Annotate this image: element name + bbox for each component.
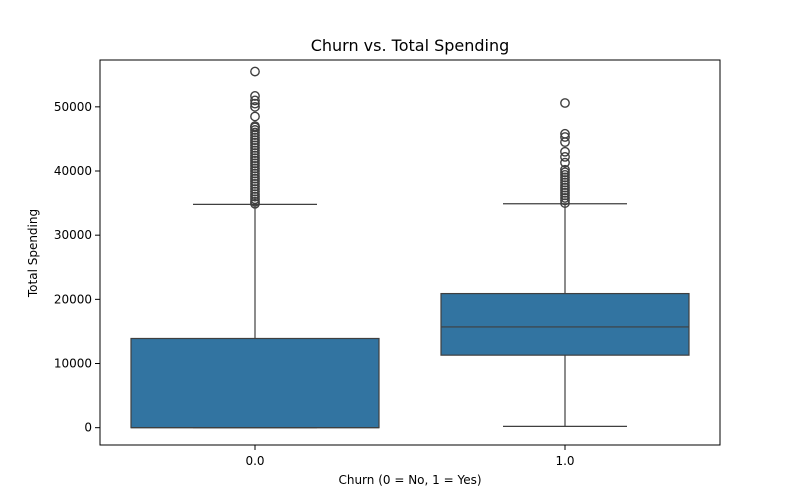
x-tick-label: 0.0: [245, 454, 264, 468]
box-group-1-0: [440, 98, 690, 427]
x-axis-label: Churn (0 = No, 1 = Yes): [338, 473, 481, 487]
outlier-point: [560, 167, 570, 178]
outlier-point: [250, 111, 260, 122]
y-axis-label: Total Spending: [26, 209, 40, 298]
box-iqr: [130, 337, 380, 429]
outlier-point: [250, 125, 260, 135]
outlier-point: [560, 157, 570, 168]
x-axis: 0.0 1.0: [245, 445, 575, 468]
outlier-point: [250, 127, 260, 138]
outlier-point: [560, 98, 570, 108]
y-tick-label: 50000: [54, 100, 92, 114]
y-axis: 0 10000 20000 30000 40000 50000: [54, 100, 100, 435]
x-tick-label: 1.0: [555, 454, 574, 468]
outlier-point: [250, 66, 260, 77]
outlier-point: [250, 101, 260, 112]
outlier-point: [560, 146, 570, 157]
plot-frame: [99, 59, 721, 446]
plot-area: [130, 66, 690, 429]
y-tick-label: 20000: [54, 292, 92, 306]
outlier-point: [560, 164, 570, 175]
outlier-point: [250, 91, 260, 101]
outlier-point: [560, 151, 570, 162]
y-tick-label: 30000: [54, 228, 92, 242]
outlier-point: [560, 128, 570, 139]
box-group-0-0: [130, 66, 380, 429]
outlier-point: [250, 121, 260, 131]
outlier-point: [560, 169, 570, 180]
y-tick-label: 0: [84, 421, 92, 435]
y-tick-label: 10000: [54, 357, 92, 371]
outlier-point: [560, 132, 570, 142]
chart-title: Churn vs. Total Spending: [311, 36, 510, 55]
box-iqr: [440, 292, 690, 356]
outlier-point: [250, 95, 260, 106]
y-tick-label: 40000: [54, 164, 92, 178]
